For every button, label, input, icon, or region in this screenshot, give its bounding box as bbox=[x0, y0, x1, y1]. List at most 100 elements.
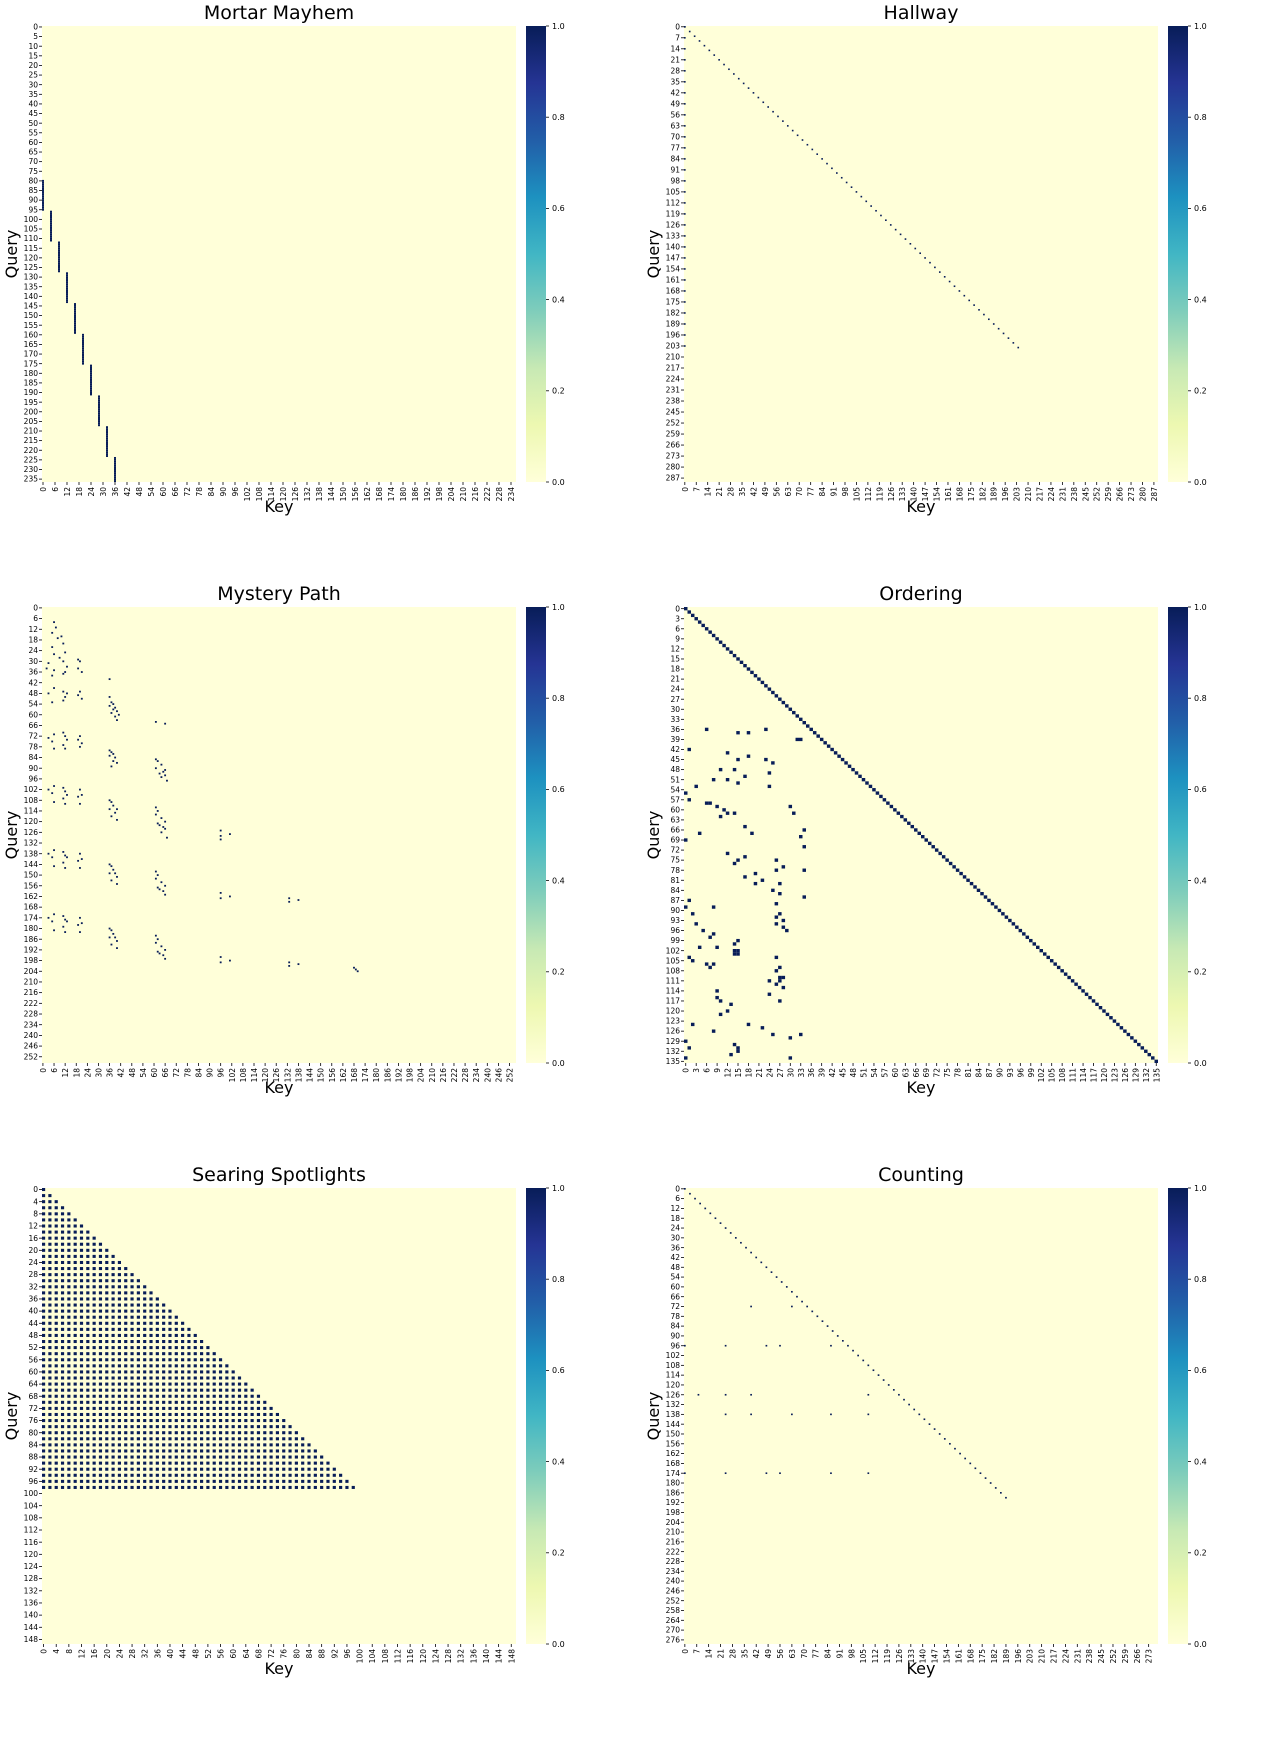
heatmap-cell bbox=[831, 1330, 834, 1332]
heatmap-cell bbox=[206, 1455, 210, 1459]
heatmap-cell bbox=[1151, 1056, 1155, 1060]
heatmap-cell bbox=[919, 252, 921, 255]
heatmap-cell bbox=[791, 129, 794, 132]
x-tick-label: 0 bbox=[39, 487, 48, 492]
heatmap-cell bbox=[60, 1406, 65, 1410]
x-tick-label: 72 bbox=[183, 487, 192, 497]
heatmap-cell bbox=[74, 318, 76, 321]
heatmap-cell bbox=[79, 1358, 84, 1362]
y-tick-label: 125 bbox=[24, 263, 39, 272]
heatmap-cell bbox=[353, 966, 355, 969]
heatmap-cell bbox=[92, 1285, 96, 1289]
heatmap-cell bbox=[1053, 962, 1057, 966]
heatmap-cell bbox=[86, 1394, 90, 1398]
heatmap-cell bbox=[339, 1485, 343, 1489]
heatmap-cell bbox=[92, 1340, 96, 1344]
heatmap-cell bbox=[155, 1455, 159, 1459]
heatmap-cell bbox=[771, 761, 775, 765]
heatmap-cell bbox=[58, 258, 60, 261]
x-tick-label: 114 bbox=[1079, 1068, 1088, 1083]
heatmap-cell bbox=[237, 1449, 242, 1453]
colorbar-tick-label: 0.2 bbox=[552, 1549, 565, 1558]
heatmap-cell bbox=[162, 1327, 166, 1331]
heatmap-cell bbox=[42, 1218, 46, 1222]
heatmap-cell bbox=[136, 1291, 140, 1295]
x-tick-label: 21 bbox=[715, 487, 724, 497]
heatmap-cell bbox=[92, 1254, 96, 1258]
x-tick-label: 203 bbox=[1013, 487, 1022, 502]
heatmap-cell bbox=[124, 1431, 128, 1435]
x-tick-label: 182 bbox=[978, 487, 987, 502]
heatmap-cell bbox=[218, 1358, 223, 1362]
heatmap-cell bbox=[767, 771, 772, 775]
heatmap-cell bbox=[79, 1455, 84, 1459]
heatmap-cell bbox=[746, 1022, 751, 1027]
x-tick-label: 49 bbox=[764, 1649, 773, 1659]
heatmap-cell bbox=[66, 287, 68, 290]
heatmap-cell bbox=[187, 1352, 191, 1356]
x-tick-label: 14 bbox=[704, 487, 713, 497]
heatmap-cell bbox=[42, 1206, 46, 1210]
x-tick-label: 280 bbox=[1138, 487, 1147, 502]
heatmap-cell bbox=[116, 710, 118, 713]
heatmap-cell bbox=[684, 103, 686, 105]
heatmap-cell bbox=[73, 1388, 77, 1392]
y-tick-label: 100 bbox=[24, 215, 39, 224]
heatmap-cell bbox=[54, 1400, 58, 1404]
heatmap-cell bbox=[830, 747, 834, 752]
heatmap-cell bbox=[168, 1340, 172, 1344]
heatmap-cell bbox=[51, 631, 54, 634]
heatmap-cell bbox=[954, 1447, 956, 1450]
heatmap-cell bbox=[155, 1394, 159, 1398]
colorbar-tick-label: 1.0 bbox=[552, 603, 565, 612]
heatmap-cell bbox=[212, 1479, 216, 1483]
heatmap-cell bbox=[60, 1297, 65, 1301]
heatmap-cell bbox=[64, 854, 67, 857]
heatmap-cell bbox=[54, 1297, 58, 1301]
heatmap-cell bbox=[86, 1382, 90, 1386]
colorbar-tick-label: 0.8 bbox=[1194, 694, 1207, 703]
y-tick-label: 246 bbox=[666, 1586, 681, 1595]
heatmap-cell bbox=[112, 932, 115, 935]
heatmap-cell bbox=[697, 945, 702, 949]
heatmap-cell bbox=[143, 1340, 147, 1344]
heatmap-cell bbox=[174, 1333, 178, 1337]
colorbar-tick-label: 0.6 bbox=[1194, 204, 1207, 213]
heatmap-cell bbox=[162, 1419, 166, 1423]
heatmap-cell bbox=[80, 742, 83, 745]
x-tick-label: 168 bbox=[966, 1649, 975, 1664]
x-tick-label: 102 bbox=[228, 1068, 237, 1083]
y-tick-label: 65 bbox=[28, 148, 38, 157]
heatmap-cell bbox=[124, 1467, 128, 1471]
heatmap-cell bbox=[86, 1273, 90, 1277]
heatmap-cell bbox=[86, 1485, 90, 1489]
y-tick-label: 32 bbox=[28, 1282, 38, 1291]
heatmap-cell bbox=[786, 125, 789, 127]
heatmap-cell bbox=[42, 1309, 46, 1313]
heatmap-cell bbox=[64, 867, 67, 869]
heatmap-cell bbox=[250, 1461, 254, 1465]
heatmap-cell bbox=[60, 1273, 65, 1277]
heatmap-cell bbox=[67, 1376, 71, 1380]
y-tick-label: 48 bbox=[670, 765, 680, 774]
heatmap-cell bbox=[206, 1485, 210, 1489]
heatmap-cell bbox=[802, 828, 806, 832]
heatmap-cell bbox=[774, 694, 779, 698]
heatmap-cell bbox=[728, 68, 730, 71]
heatmap-cell bbox=[155, 1485, 159, 1489]
heatmap-cell bbox=[237, 1479, 242, 1483]
y-tick-label: 280 bbox=[666, 463, 681, 472]
heatmap-cell bbox=[90, 391, 92, 394]
heatmap-cell bbox=[206, 1406, 210, 1410]
heatmap-cells bbox=[42, 179, 116, 482]
heatmap-cell bbox=[79, 852, 81, 855]
heatmap-cell bbox=[929, 261, 931, 264]
heatmap-cell bbox=[149, 1431, 153, 1435]
heatmap-cell bbox=[110, 801, 113, 803]
x-tick-label: 68 bbox=[254, 1649, 263, 1659]
x-tick-label: 51 bbox=[859, 1068, 868, 1078]
x-tick-label: 100 bbox=[356, 1649, 365, 1664]
x-tick-label: 161 bbox=[954, 1649, 963, 1664]
